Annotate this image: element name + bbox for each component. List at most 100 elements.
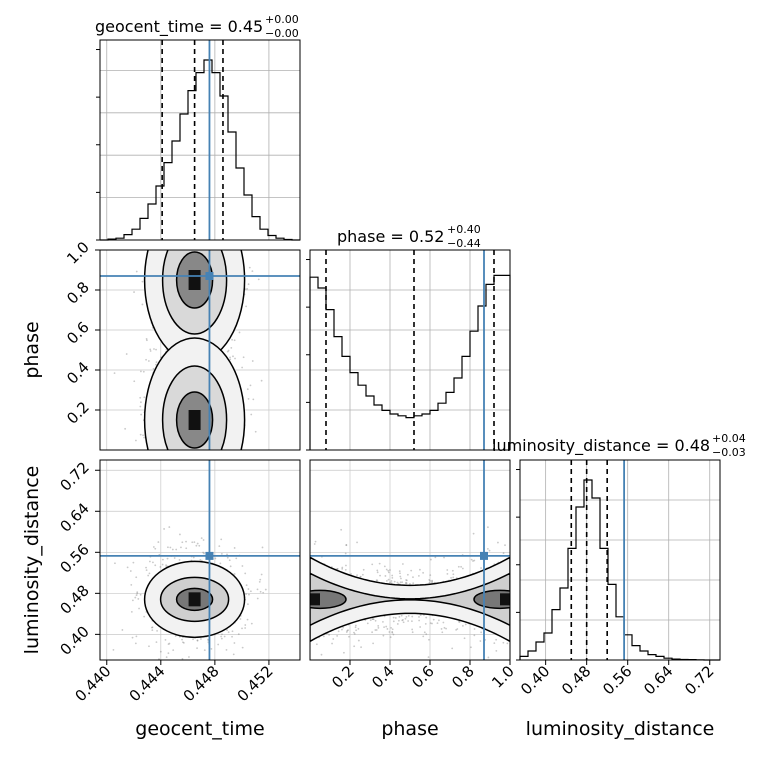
scatter-point bbox=[184, 664, 186, 666]
scatter-point bbox=[155, 361, 158, 364]
scatter-point bbox=[231, 338, 233, 341]
scatter-point bbox=[139, 593, 142, 596]
contour-mid bbox=[310, 572, 510, 627]
histogram-step bbox=[100, 59, 300, 241]
scatter-point bbox=[140, 370, 142, 373]
scatter-point bbox=[430, 558, 432, 561]
scatter-point bbox=[399, 575, 402, 578]
scatter-point bbox=[227, 349, 230, 352]
scatter-point bbox=[451, 569, 454, 572]
scatter-point bbox=[336, 567, 339, 570]
scatter-point bbox=[386, 628, 389, 630]
scatter-point bbox=[155, 348, 157, 351]
scatter-point bbox=[450, 576, 452, 579]
scatter-point bbox=[372, 642, 375, 645]
ytick-label: 0.56 bbox=[56, 540, 92, 576]
scatter-point bbox=[405, 579, 408, 582]
scatter-point bbox=[382, 621, 384, 623]
ytick-label: 0.40 bbox=[56, 622, 92, 658]
scatter-point bbox=[249, 384, 252, 387]
title-luminosity-distance-minus: −0.03 bbox=[712, 446, 746, 459]
scatter-point bbox=[432, 618, 435, 621]
scatter-point bbox=[232, 664, 234, 666]
scatter-point bbox=[245, 593, 247, 596]
scatter-point bbox=[442, 621, 445, 624]
scatter-point bbox=[399, 581, 402, 584]
scatter-point bbox=[383, 626, 385, 629]
scatter-point bbox=[247, 588, 250, 590]
xlabel-luminosity-distance: luminosity_distance bbox=[526, 718, 715, 740]
scatter-point bbox=[199, 558, 202, 561]
scatter-point bbox=[366, 622, 369, 625]
scatter-point bbox=[313, 543, 316, 545]
scatter-point bbox=[506, 642, 509, 645]
scatter-point bbox=[379, 574, 381, 577]
scatter-point bbox=[443, 556, 445, 559]
scatter-point bbox=[461, 567, 464, 570]
title-phase: phase = 0.52 +0.40 −0.44 bbox=[337, 223, 481, 250]
scatter-point bbox=[220, 637, 223, 640]
scatter-point bbox=[345, 544, 348, 547]
truth-marker bbox=[205, 551, 214, 560]
scatter-point bbox=[497, 541, 499, 544]
scatter-point bbox=[337, 630, 340, 633]
scatter-point bbox=[188, 656, 190, 658]
scatter-point bbox=[200, 537, 203, 540]
scatter-point bbox=[341, 567, 344, 570]
scatter-point bbox=[434, 556, 437, 559]
scatter-point bbox=[154, 547, 157, 550]
scatter-point bbox=[456, 628, 459, 630]
scatter-point bbox=[396, 623, 399, 625]
scatter-point bbox=[182, 641, 185, 644]
scatter-point bbox=[369, 619, 372, 622]
scatter-point bbox=[412, 582, 415, 584]
scatter-point bbox=[161, 558, 164, 561]
scatter-point bbox=[247, 283, 250, 286]
scatter-point bbox=[248, 593, 250, 596]
scatter-point bbox=[152, 546, 155, 548]
diag-panel-geocent-time bbox=[96, 39, 301, 241]
scatter-point bbox=[314, 540, 317, 543]
scatter-point bbox=[241, 646, 244, 649]
scatter-point bbox=[143, 436, 146, 439]
scatter-point bbox=[250, 413, 253, 416]
scatter-point bbox=[257, 278, 260, 281]
scatter-point bbox=[196, 639, 199, 642]
scatter-point bbox=[411, 620, 413, 623]
scatter-point bbox=[140, 401, 142, 404]
scatter-point bbox=[406, 573, 409, 576]
scatter-point bbox=[201, 660, 203, 662]
scatter-point bbox=[155, 363, 157, 366]
scatter-point bbox=[425, 616, 428, 619]
xtick-label: 0.2 bbox=[328, 662, 358, 692]
scatter-point bbox=[181, 541, 184, 544]
scatter-point bbox=[353, 631, 355, 634]
xtick-label: 0.8 bbox=[448, 662, 478, 692]
title-phase-prefix: phase = 0.52 bbox=[337, 227, 444, 246]
title-phase-minus: −0.44 bbox=[447, 237, 481, 250]
scatter-point bbox=[336, 568, 339, 570]
density-peak bbox=[310, 593, 320, 606]
scatter-point bbox=[480, 567, 482, 569]
scatter-point bbox=[165, 564, 167, 567]
scatter-point bbox=[397, 619, 400, 622]
scatter-point bbox=[355, 629, 358, 632]
scatter-point bbox=[163, 528, 165, 530]
scatter-point bbox=[196, 542, 199, 545]
scatter-point bbox=[246, 388, 249, 391]
scatter-point bbox=[440, 628, 443, 630]
scatter-point bbox=[437, 664, 439, 666]
scatter-point bbox=[247, 603, 249, 606]
scatter-point bbox=[375, 629, 378, 631]
scatter-point bbox=[383, 565, 386, 568]
scatter-point bbox=[345, 564, 347, 567]
scatter-point bbox=[345, 631, 348, 633]
scatter-point bbox=[495, 649, 498, 652]
scatter-point bbox=[200, 638, 202, 640]
scatter-point bbox=[214, 557, 217, 560]
scatter-point bbox=[233, 573, 236, 575]
scatter-point bbox=[354, 624, 357, 627]
svg-text:phase = 0.52: phase = 0.52 bbox=[337, 227, 444, 246]
scatter-point bbox=[203, 649, 206, 652]
scatter-point bbox=[202, 551, 204, 554]
